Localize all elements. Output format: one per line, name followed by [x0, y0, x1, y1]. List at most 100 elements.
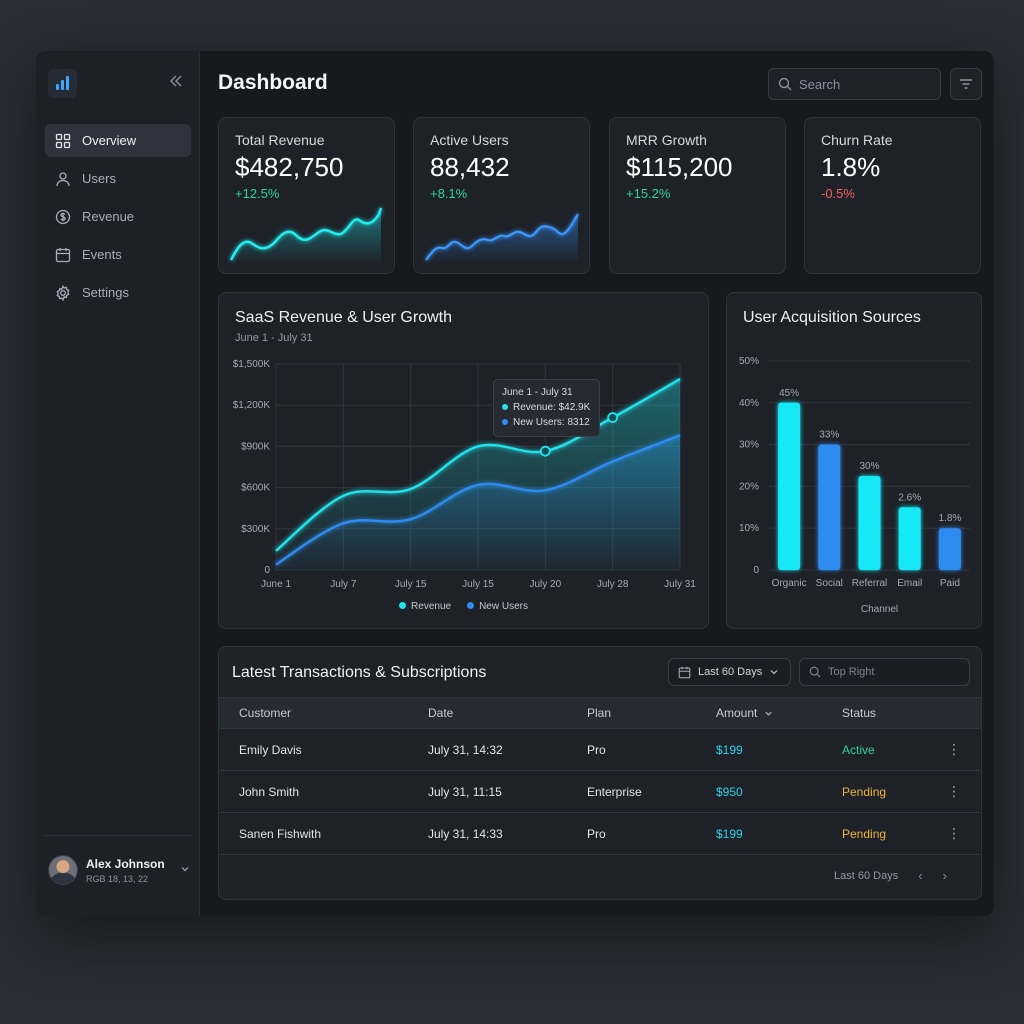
bar-value-label: 2.6% [898, 492, 921, 503]
table-row[interactable]: Emily Davis July 31, 14:32 Pro $199 Acti… [219, 729, 981, 771]
bar-value-label: 1.8% [939, 513, 962, 524]
avatar [48, 855, 78, 885]
y-tick-label: $600K [241, 483, 270, 494]
kpi-card-active-users: Active Users 88,432 +8.1% [413, 117, 590, 274]
cell-date: July 31, 14:33 [428, 826, 503, 841]
bar-value-label: 33% [819, 430, 839, 441]
y-tick-label: $1,500K [233, 359, 271, 370]
y-tick-label: 10% [739, 523, 759, 534]
collapse-sidebar-icon[interactable] [168, 73, 188, 93]
column-header-amount[interactable]: Amount [716, 698, 773, 728]
kpi-delta: +12.5% [235, 186, 280, 201]
column-header-customer[interactable]: Customer [239, 706, 292, 720]
search-input[interactable]: Search [768, 68, 941, 100]
sidebar-divider [44, 835, 191, 836]
x-tick-label: Organic [772, 578, 807, 589]
gear-icon [56, 284, 70, 301]
bar-referral [858, 475, 881, 570]
sidebar-item-users[interactable]: Users [45, 162, 191, 195]
x-tick-label: July 7 [330, 579, 357, 590]
chevron-down-icon[interactable] [180, 863, 190, 877]
sidebar-item-events[interactable]: Events [45, 238, 191, 271]
table-row[interactable]: John Smith July 31, 11:15 Enterprise $95… [219, 771, 981, 813]
kpi-delta: -0.5% [821, 186, 855, 201]
chevron-left-icon[interactable]: ‹ [918, 868, 923, 883]
date-range-value: Last 60 Days [698, 666, 763, 678]
calendar-icon [55, 247, 71, 262]
x-tick-label: July 15 [462, 579, 494, 590]
series-area-revenue [276, 379, 680, 570]
filter-icon [960, 79, 972, 89]
bar-value-label: 45% [779, 388, 799, 399]
status-badge: Pending [842, 784, 887, 799]
sidebar-item-settings[interactable]: Settings [45, 276, 191, 309]
cell-customer: Emily Davis [239, 742, 302, 757]
table-search-input[interactable]: Top Right [799, 658, 970, 686]
kpi-delta: +15.2% [626, 186, 671, 201]
pagination: Last 60 Days ‹ › [834, 868, 947, 883]
cell-date: July 31, 14:32 [428, 742, 503, 757]
kpi-value: 1.8% [821, 152, 881, 182]
table-row[interactable]: Sanen Fishwith July 31, 14:33 Pro $199 P… [219, 813, 981, 855]
column-header-plan[interactable]: Plan [587, 706, 612, 720]
user-name: Alex Johnson [86, 856, 165, 871]
y-tick-label: 20% [739, 481, 759, 492]
sparkline-revenue [229, 207, 383, 264]
cell-customer: Sanen Fishwith [239, 826, 322, 841]
app-window: Overview Users Revenue Events Settings [36, 51, 994, 916]
chart-title: SaaS Revenue & User Growth [235, 309, 452, 326]
calendar-icon [678, 666, 691, 678]
y-tick-label: $900K [241, 441, 270, 452]
cell-plan: Enterprise [587, 784, 642, 799]
legend-item-revenue[interactable]: Revenue [399, 601, 451, 612]
user-profile[interactable]: Alex Johnson RGB 18, 13, 22 [48, 853, 190, 887]
search-icon [778, 77, 792, 91]
legend-label: New Users [479, 601, 528, 612]
kpi-value: $482,750 [235, 152, 344, 182]
tooltip-title: June 1 - July 31 [502, 387, 573, 398]
chevron-right-icon[interactable]: › [942, 868, 947, 883]
cell-amount: $199 [716, 826, 743, 841]
x-axis-label: Channel [861, 604, 898, 615]
x-tick-label: July 20 [529, 579, 561, 590]
table-header: Customer Date Plan Amount Status [219, 697, 981, 729]
date-range-select[interactable]: Last 60 Days [668, 658, 791, 686]
sidebar-item-overview[interactable]: Overview [45, 124, 191, 157]
cell-amount: $199 [716, 742, 743, 757]
column-header-date[interactable]: Date [428, 706, 454, 720]
y-tick-label: 40% [739, 398, 759, 409]
filter-button[interactable] [950, 68, 982, 100]
revenue-growth-chart-card: SaaS Revenue & User Growth June 1 - July… [218, 292, 709, 629]
user-icon [56, 171, 70, 186]
bar-social [818, 444, 841, 570]
cell-plan: Pro [587, 826, 606, 841]
chart-subtitle: June 1 - July 31 [235, 332, 313, 344]
row-menu-icon[interactable]: ⋮ [947, 825, 961, 841]
search-placeholder: Search [799, 76, 841, 92]
row-menu-icon[interactable]: ⋮ [947, 741, 961, 757]
y-tick-label: $300K [241, 524, 270, 535]
row-menu-icon[interactable]: ⋮ [947, 783, 961, 799]
logo-icon [48, 69, 77, 98]
pagination-label: Last 60 Days [834, 869, 899, 882]
legend-item-new-users[interactable]: New Users [467, 601, 528, 612]
cell-plan: Pro [587, 742, 606, 757]
transactions-card: Latest Transactions & Subscriptions Last… [218, 646, 982, 900]
bar-organic [778, 402, 801, 570]
chevron-down-icon [770, 670, 778, 675]
kpi-label: MRR Growth [626, 132, 707, 148]
highlight-point [539, 445, 551, 457]
table-title: Latest Transactions & Subscriptions [232, 664, 487, 681]
y-tick-label: 50% [739, 356, 759, 367]
sparkline-users [425, 213, 579, 264]
tooltip-users: New Users: 8312 [513, 417, 590, 428]
x-tick-label: July 31 [664, 579, 696, 590]
acquisition-sources-chart-card: User Acquisition Sources 0 10% 20% 30% 40% 50… [726, 292, 982, 629]
column-header-status[interactable]: Status [842, 706, 877, 720]
kpi-label: Total Revenue [235, 132, 325, 148]
kpi-value: $115,200 [626, 152, 733, 182]
grid-icon [55, 133, 71, 148]
x-tick-label: June 1 [261, 579, 291, 590]
cell-amount: $950 [716, 784, 743, 799]
sidebar-item-revenue[interactable]: Revenue [45, 200, 191, 233]
